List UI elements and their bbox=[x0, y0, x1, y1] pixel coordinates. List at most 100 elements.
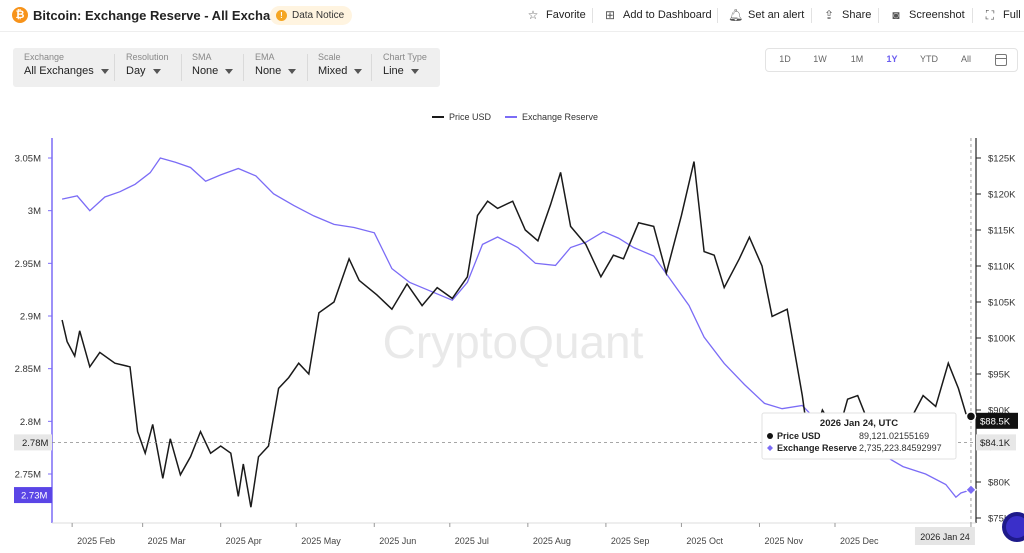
scale-value: Mixed bbox=[318, 65, 363, 77]
legend-swatch-price bbox=[432, 116, 444, 118]
resolution-select[interactable]: Resolution Day bbox=[126, 52, 169, 77]
chart-canvas[interactable]: CryptoQuant 3.05M 3M 2.95M 2.9M 2.85M 2.8M 2.75… bbox=[0, 130, 1024, 553]
divider bbox=[592, 8, 593, 23]
crosshair-left-tag-bg bbox=[14, 434, 52, 451]
ema-value: None bbox=[255, 65, 297, 77]
legend-swatch-reserve bbox=[505, 116, 518, 118]
x-axis-tick-label: 2025 Apr bbox=[226, 536, 262, 546]
fullscreen-button[interactable]: ⛶ Full bbox=[983, 8, 1021, 22]
sma-label: SMA bbox=[192, 52, 212, 62]
crosshair-date-tag-bg bbox=[914, 527, 975, 545]
resolution-label: Resolution bbox=[126, 52, 169, 62]
bitcoin-logo-icon: ₿ bbox=[12, 7, 28, 23]
tooltip-reserve-label: Exchange Reserve bbox=[777, 443, 857, 453]
add-to-dashboard-button[interactable]: ⊞ Add to Dashboard bbox=[603, 8, 712, 22]
range-all-button[interactable]: All bbox=[960, 54, 971, 64]
tooltip-price-swatch bbox=[767, 433, 773, 439]
chart-controls: Exchange All Exchanges Resolution Day SM… bbox=[13, 48, 440, 87]
price-last-value: $88.5K bbox=[980, 416, 1011, 427]
right-axis-tick-label: $125K bbox=[988, 154, 1016, 165]
x-axis-tick-label: 2025 Feb bbox=[77, 536, 115, 546]
set-alert-label: Set an alert bbox=[748, 9, 805, 21]
legend-item-reserve[interactable]: Exchange Reserve bbox=[505, 112, 598, 122]
calendar-icon[interactable] bbox=[995, 54, 1007, 66]
favorite-button[interactable]: ☆ Favorite bbox=[526, 8, 586, 22]
exchange-select[interactable]: Exchange All Exchanges bbox=[24, 52, 109, 77]
exchange-value: All Exchanges bbox=[24, 65, 109, 77]
scale-value-text: Mixed bbox=[318, 65, 348, 77]
fullscreen-label: Full bbox=[1003, 9, 1021, 21]
price-hover-marker bbox=[965, 411, 977, 422]
fullscreen-icon: ⛶ bbox=[985, 8, 995, 22]
time-range-selector: 1D 1W 1M 1Y YTD All bbox=[765, 48, 1018, 72]
exchange-label: Exchange bbox=[24, 52, 65, 62]
crosshair-right-tag-bg bbox=[976, 434, 1016, 451]
set-alert-button[interactable]: 🔔︎ Set an alert bbox=[728, 8, 804, 22]
reserve-hover-marker bbox=[965, 483, 977, 496]
range-1d-button[interactable]: 1D bbox=[779, 54, 791, 64]
scale-label: Scale bbox=[318, 52, 341, 62]
ema-select[interactable]: EMA None bbox=[255, 52, 297, 77]
share-label: Share bbox=[842, 9, 872, 21]
right-axis-tick-label: $75K bbox=[988, 514, 1011, 525]
x-axis-tick-label: 2025 Sep bbox=[611, 536, 650, 546]
info-icon: ! bbox=[276, 10, 287, 21]
divider bbox=[307, 54, 308, 81]
left-axis-tick-label: 2.75M bbox=[15, 470, 41, 481]
help-chat-button[interactable] bbox=[1002, 512, 1024, 542]
x-axis-tick-label: 2025 Jun bbox=[379, 536, 416, 546]
top-bar: ₿ Bitcoin: Exchange Reserve - All Exchan… bbox=[0, 0, 1024, 32]
x-axis-tick-label: 2025 Nov bbox=[764, 536, 803, 546]
share-icon: ⇪ bbox=[823, 8, 835, 22]
chevron-down-icon bbox=[288, 68, 297, 74]
chevron-down-icon bbox=[354, 68, 363, 74]
chart-type-value-text: Line bbox=[383, 65, 404, 77]
right-axis-tick-label: $95K bbox=[988, 370, 1011, 381]
tooltip-reserve-value: 2,735,223.84592997 bbox=[859, 443, 942, 453]
x-axis-tick-label: 2025 Aug bbox=[533, 536, 571, 546]
tooltip-price-label: Price USD bbox=[777, 431, 821, 441]
camera-icon: ◙ bbox=[892, 8, 900, 22]
right-axis-tick-label: $115K bbox=[988, 226, 1015, 237]
x-axis-tick-label: 2026 Jan 24 bbox=[920, 532, 970, 542]
legend-label-reserve: Exchange Reserve bbox=[522, 112, 599, 122]
sma-select[interactable]: SMA None bbox=[192, 52, 234, 77]
right-axis-tick-label: $90K bbox=[988, 406, 1011, 417]
tooltip-title: 2026 Jan 24, UTC bbox=[820, 418, 898, 429]
tooltip-box bbox=[761, 412, 957, 460]
right-axis-tick-label: $105K bbox=[988, 298, 1016, 309]
divider bbox=[181, 54, 182, 81]
chevron-down-icon bbox=[225, 68, 234, 74]
scale-select[interactable]: Scale Mixed bbox=[318, 52, 363, 77]
resolution-value-text: Day bbox=[126, 65, 146, 77]
range-1m-button[interactable]: 1M bbox=[850, 54, 864, 64]
legend-item-price[interactable]: Price USD bbox=[432, 112, 491, 122]
right-axis-tick-label: $110K bbox=[988, 262, 1015, 273]
chevron-down-icon bbox=[152, 68, 161, 74]
chevron-down-icon bbox=[410, 68, 419, 74]
legend-label-price: Price USD bbox=[449, 112, 492, 122]
exchange-value-text: All Exchanges bbox=[24, 65, 94, 77]
sma-value: None bbox=[192, 65, 234, 77]
range-ytd-button[interactable]: YTD bbox=[920, 54, 938, 64]
x-axis-tick-label: 2025 May bbox=[301, 536, 341, 546]
divider bbox=[114, 54, 115, 81]
page-title: Bitcoin: Exchange Reserve - All Exchange… bbox=[33, 8, 301, 23]
data-notice-button[interactable]: ! Data Notice bbox=[270, 6, 353, 25]
star-icon: ☆ bbox=[527, 8, 539, 22]
screenshot-button[interactable]: ◙ Screenshot bbox=[889, 8, 964, 22]
dashboard-icon: ⊞ bbox=[604, 8, 616, 22]
add-to-dashboard-label: Add to Dashboard bbox=[623, 9, 712, 21]
range-1y-button[interactable]: 1Y bbox=[886, 54, 898, 64]
price-last-value-tag-bg bbox=[976, 412, 1018, 429]
chevron-down-icon bbox=[100, 68, 109, 74]
range-1w-button[interactable]: 1W bbox=[813, 54, 827, 64]
reserve-last-value: 2.73M bbox=[21, 491, 47, 502]
divider bbox=[878, 8, 879, 23]
chart-type-value: Line bbox=[383, 65, 427, 77]
left-axis-tick-label: 2.95M bbox=[15, 259, 41, 270]
tooltip-reserve-swatch bbox=[767, 445, 773, 451]
share-button[interactable]: ⇪ Share bbox=[822, 8, 871, 22]
left-axis-tick-label: 2.85M bbox=[15, 364, 41, 375]
chart-type-select[interactable]: Chart Type Line bbox=[383, 52, 427, 77]
